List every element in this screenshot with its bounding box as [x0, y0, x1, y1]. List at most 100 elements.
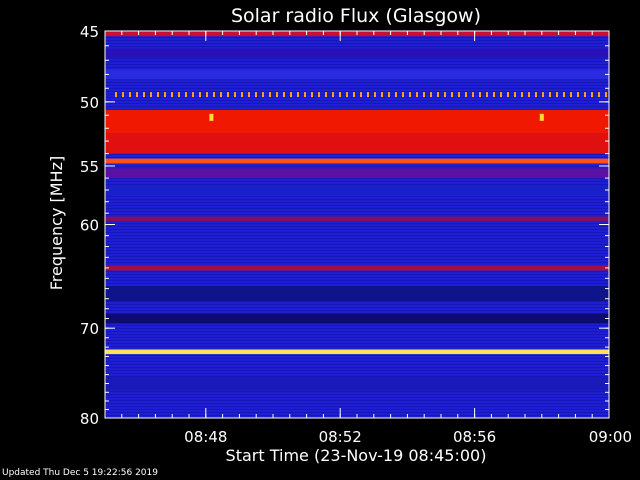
texture-stripe — [105, 109, 609, 110]
texture-stripe — [105, 79, 609, 80]
texture-stripe — [105, 37, 609, 38]
texture-stripe — [105, 154, 609, 155]
intermittent-signal-mark — [199, 92, 201, 98]
texture-stripe — [105, 88, 609, 89]
intermittent-signal-mark — [584, 92, 586, 98]
texture-stripe — [105, 280, 609, 281]
texture-stripe — [105, 346, 609, 347]
texture-stripe — [105, 241, 609, 242]
intermittent-signal-mark — [304, 92, 306, 98]
texture-stripe — [105, 226, 609, 227]
texture-stripe — [105, 361, 609, 362]
intermittent-signal-mark — [542, 92, 544, 98]
frequency-band — [105, 313, 609, 324]
intermittent-signal-mark — [150, 92, 152, 98]
intermittent-signal-mark — [423, 92, 425, 98]
texture-stripe — [105, 199, 609, 200]
texture-stripe — [105, 277, 609, 278]
intermittent-signal-mark — [374, 92, 376, 98]
texture-stripe — [105, 61, 609, 62]
texture-stripe — [105, 166, 609, 167]
x-tick-label: 08:48 — [184, 428, 227, 446]
frequency-band — [105, 168, 609, 179]
intermittent-signal-mark — [262, 92, 264, 98]
texture-stripe — [105, 328, 609, 329]
intermittent-signal-mark — [444, 92, 446, 98]
intermittent-signal-mark — [325, 92, 327, 98]
texture-stripe — [105, 325, 609, 326]
texture-stripe — [105, 370, 609, 371]
texture-stripe — [105, 82, 609, 83]
burst-spike — [539, 113, 544, 121]
texture-stripe — [105, 247, 609, 248]
frequency-band — [105, 48, 609, 58]
y-tick-label: 55 — [80, 158, 99, 176]
intermittent-signal-mark — [318, 92, 320, 98]
texture-stripe — [105, 373, 609, 374]
frequency-band — [105, 265, 609, 271]
intermittent-signal-mark — [395, 92, 397, 98]
intermittent-signal-mark — [486, 92, 488, 98]
intermittent-signal-mark — [451, 92, 453, 98]
texture-stripe — [105, 301, 609, 302]
intermittent-signal-mark — [549, 92, 551, 98]
x-tick-label: 08:52 — [319, 428, 362, 446]
frequency-band — [105, 349, 609, 355]
y-tick-label: 70 — [80, 320, 99, 338]
intermittent-signal-mark — [185, 92, 187, 98]
intermittent-signal-mark — [465, 92, 467, 98]
intermittent-signal-mark — [437, 92, 439, 98]
y-tick-label: 45 — [80, 23, 99, 41]
texture-stripe — [105, 412, 609, 413]
texture-stripe — [105, 283, 609, 284]
texture-stripe — [105, 202, 609, 203]
frequency-band — [105, 376, 609, 391]
intermittent-signal-mark — [577, 92, 579, 98]
texture-stripe — [105, 334, 609, 335]
chart-title: Solar radio Flux (Glasgow) — [231, 5, 481, 27]
intermittent-signal-mark — [402, 92, 404, 98]
texture-stripe — [105, 43, 609, 44]
texture-stripe — [105, 391, 609, 392]
texture-stripe — [105, 208, 609, 209]
texture-stripe — [105, 256, 609, 257]
frequency-band — [105, 158, 609, 164]
intermittent-signal-mark — [136, 92, 138, 98]
texture-stripe — [105, 313, 609, 314]
texture-stripe — [105, 358, 609, 359]
intermittent-signal-mark — [360, 92, 362, 98]
intermittent-signal-mark — [192, 92, 194, 98]
texture-stripe — [105, 340, 609, 341]
intermittent-signal-mark — [514, 92, 516, 98]
texture-stripe — [105, 367, 609, 368]
texture-stripe — [105, 304, 609, 305]
frequency-band — [105, 133, 609, 154]
texture-stripe — [105, 181, 609, 182]
intermittent-signal-mark — [178, 92, 180, 98]
texture-stripe — [105, 364, 609, 365]
intermittent-signal-mark — [367, 92, 369, 98]
intermittent-signal-mark — [381, 92, 383, 98]
intermittent-signal-mark — [353, 92, 355, 98]
intermittent-signal-mark — [143, 92, 145, 98]
intermittent-signal-mark — [388, 92, 390, 98]
intermittent-signal-mark — [297, 92, 299, 98]
intermittent-signal-mark — [269, 92, 271, 98]
texture-stripe — [105, 406, 609, 407]
texture-stripe — [105, 397, 609, 398]
intermittent-signal-mark — [570, 92, 572, 98]
texture-stripe — [105, 91, 609, 92]
texture-stripe — [105, 178, 609, 179]
texture-stripe — [105, 97, 609, 98]
intermittent-signal-mark — [521, 92, 523, 98]
intermittent-signal-mark — [129, 92, 131, 98]
intermittent-signal-mark — [255, 92, 257, 98]
texture-stripe — [105, 196, 609, 197]
x-axis-label: Start Time (23-Nov-19 08:45:00) — [226, 446, 487, 465]
texture-stripe — [105, 274, 609, 275]
texture-stripe — [105, 403, 609, 404]
frequency-band — [105, 185, 609, 195]
texture-stripe — [105, 67, 609, 68]
y-tick-label: 50 — [80, 94, 99, 112]
intermittent-signal-mark — [213, 92, 215, 98]
